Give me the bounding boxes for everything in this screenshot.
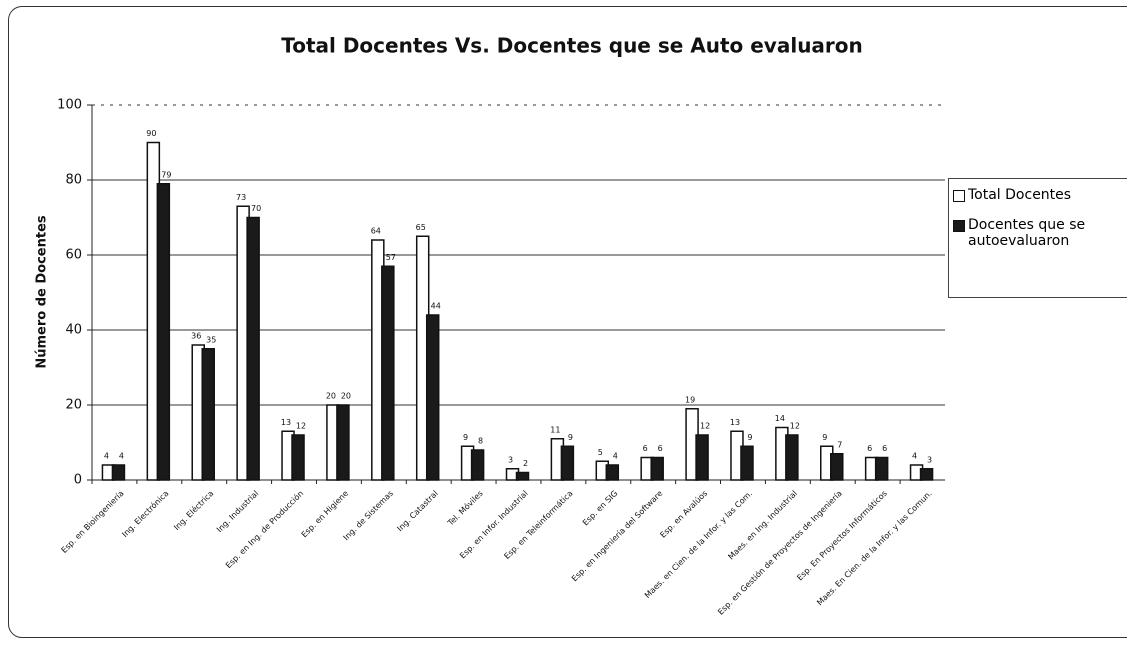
bar [919,468,934,481]
x-tick-label: Esp. en Higiene [300,489,351,540]
data-label: 4 [104,452,109,461]
data-label: 64 [371,227,381,236]
data-label: 12 [790,422,800,431]
data-label: 4 [912,452,917,461]
data-label: 79 [161,170,171,179]
data-label: 73 [236,193,246,202]
bar [291,434,305,481]
bar [111,464,126,481]
data-label: 57 [386,253,396,262]
data-label: 5 [598,448,603,457]
data-label: 19 [685,395,695,404]
legend-item: Total Docentes [953,187,1127,203]
data-label: 44 [431,302,441,311]
data-label: 65 [416,223,426,232]
chart-title: Total Docentes Vs. Docentes que se Auto … [281,34,863,58]
x-tick-label: Tel. Móviles [445,488,485,528]
bar [336,404,350,481]
data-label: 4 [119,452,124,461]
data-label: 6 [643,444,648,453]
bar [381,265,395,481]
x-tick-label: Esp. En Proyectos Informáticos [795,489,889,583]
data-label: 13 [730,418,740,427]
bar [785,434,799,481]
legend-label: Total Docentes [968,187,1072,203]
data-label: 12 [700,422,710,431]
data-label: 9 [747,433,752,442]
y-tick-label: 0 [74,473,82,488]
bar [156,183,171,481]
bar [515,471,530,481]
legend: Total Docentes Docentes que se autoevalua… [948,178,1127,298]
x-tick-label: Ing. de Sistemas [342,489,395,542]
data-label: 6 [658,444,663,453]
data-label: 12 [296,422,306,431]
x-tick-label: Esp. en SIG [581,489,620,528]
bar [740,445,754,481]
data-label: 2 [523,459,528,468]
chart-frame [8,6,1127,638]
data-label: 9 [822,433,827,442]
x-tick-label: Esp. en Ing. de Producción [223,488,305,570]
data-label: 9 [568,433,573,442]
x-tick-label: Ing. Eléctrica [171,488,215,532]
x-tick-label: Esp. en Bioingeniería [60,489,126,555]
data-label: 20 [326,392,336,401]
data-label: 6 [882,444,887,453]
legend-swatch [953,220,965,232]
data-label: 11 [550,425,560,434]
data-label: 14 [775,414,785,423]
data-label: 36 [191,332,201,341]
y-tick-label: 20 [65,398,82,413]
bar [246,216,260,481]
data-label: 8 [478,437,483,446]
data-label: 3 [927,455,932,464]
x-tick-label: Ing. Catastral [395,489,439,533]
data-label: 90 [146,129,156,138]
x-tick-label: Esp. en Avalúos [658,489,709,540]
data-label: 35 [206,335,216,344]
bar [560,445,575,481]
legend-item: Docentes que se autoevaluaron [953,217,1127,249]
y-tick-label: 60 [65,248,82,263]
y-tick-label: 40 [65,323,82,338]
legend-swatch [953,190,965,202]
legend-label: Docentes que se autoevaluaron [968,217,1086,249]
bar [425,314,440,481]
bar [470,449,485,481]
x-tick-label: Esp. en Ingeniería del Software [570,489,664,583]
y-tick-label: 100 [57,98,82,113]
bar [830,453,844,481]
data-label: 3 [508,455,513,464]
y-axis-label: Número de Docentes [35,215,50,369]
data-label: 6 [867,444,872,453]
data-label: 70 [251,204,261,213]
x-tick-label: Ing. Electrónica [120,488,171,539]
data-label: 7 [837,440,842,449]
bar [695,434,709,481]
x-tick-label: Ing. Industrial [215,489,260,534]
bar [874,456,889,481]
y-tick-label: 80 [65,173,82,188]
bar [650,456,664,481]
bar [605,464,620,481]
data-label: 20 [341,392,351,401]
data-label: 4 [613,452,618,461]
bar [201,348,215,481]
data-label: 9 [463,433,468,442]
data-label: 13 [281,418,291,427]
